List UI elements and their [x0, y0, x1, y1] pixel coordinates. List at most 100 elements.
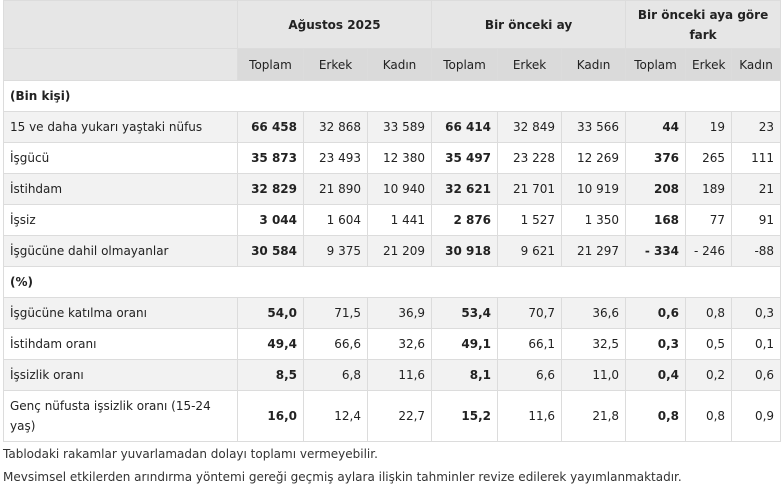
table-row: İşsizlik oranı 8,5 6,8 11,6 8,1 6,6 11,0 0,4 0,2…	[3, 359, 782, 391]
value-cell: 6,8	[303, 359, 368, 391]
value-cell: 1 527	[497, 204, 563, 236]
value-cell: 12 269	[561, 142, 627, 174]
value-cell: 0,8	[685, 390, 733, 442]
value-cell: 0,9	[731, 390, 782, 442]
value-cell: 32,5	[561, 328, 627, 360]
value-cell: 0,1	[731, 328, 782, 360]
table-row: İstihdam oranı 49,4 66,6 32,6 49,1 66,1 32,5 0,…	[3, 328, 782, 360]
row-label: 15 ve daha yukarı yaştaki nüfus	[3, 111, 238, 143]
table-row: İstihdam 32 829 21 890 10 940 32 621 21 701 10…	[3, 173, 782, 205]
value-cell: 32 849	[497, 111, 563, 143]
row-label: İşgücü	[3, 142, 238, 174]
value-cell: 66,6	[303, 328, 368, 360]
header-subcol: Toplam	[237, 48, 304, 81]
value-cell: 8,5	[237, 359, 304, 391]
value-cell: 49,1	[431, 328, 499, 360]
value-cell: 33 566	[561, 111, 627, 143]
header-group-row: Ağustos 2025 Bir önceki ay Bir önceki aya …	[3, 0, 782, 49]
value-cell: 0,8	[685, 297, 733, 329]
value-cell: 32 868	[303, 111, 368, 143]
value-cell: 44	[625, 111, 687, 143]
value-cell: 0,3	[731, 297, 782, 329]
footnote-rounding: Tablodaki rakamlar yuvarlamadan dolayı t…	[3, 447, 378, 461]
value-cell: 35 873	[237, 142, 304, 174]
value-cell: 23 493	[303, 142, 368, 174]
value-cell: 11,6	[366, 359, 433, 391]
header-empty-cell	[3, 48, 238, 81]
value-cell: 1 441	[366, 204, 433, 236]
header-subcol: Erkek	[497, 48, 563, 81]
table-body: (Bin kişi) 15 ve daha yukarı yaştaki nüfu…	[2, 80, 782, 442]
value-cell: 11,6	[497, 390, 563, 442]
header-group: Bir önceki aya göre fark	[625, 0, 782, 49]
value-cell: 32,6	[366, 328, 433, 360]
value-cell: 49,4	[237, 328, 304, 360]
value-cell: 30 584	[237, 235, 304, 267]
value-cell: 3 044	[237, 204, 304, 236]
value-cell: 30 918	[431, 235, 499, 267]
value-cell: 36,9	[366, 297, 433, 329]
value-cell: 19	[685, 111, 733, 143]
value-cell: 0,8	[625, 390, 687, 442]
value-cell: 208	[625, 173, 687, 205]
header-subcol: Toplam	[625, 48, 687, 81]
row-label: İşgücüne katılma oranı	[3, 297, 238, 329]
value-cell: 32 829	[237, 173, 304, 205]
labour-force-table: Ağustos 2025 Bir önceki ay Bir önceki aya …	[2, 0, 782, 442]
value-cell: 9 375	[303, 235, 368, 267]
row-label: İşgücüne dahil olmayanlar	[3, 235, 238, 267]
value-cell: 66 458	[237, 111, 304, 143]
header-subcol: Erkek	[303, 48, 368, 81]
value-cell: 168	[625, 204, 687, 236]
value-cell: 35 497	[431, 142, 499, 174]
value-cell: 21 209	[366, 235, 433, 267]
value-cell: 0,4	[625, 359, 687, 391]
value-cell: 0,5	[685, 328, 733, 360]
value-cell: 22,7	[366, 390, 433, 442]
table-row: 15 ve daha yukarı yaştaki nüfus 66 458 32 …	[3, 111, 782, 143]
value-cell: 21,8	[561, 390, 627, 442]
header-subcol: Erkek	[685, 48, 733, 81]
row-label: İstihdam	[3, 173, 238, 205]
value-cell: - 334	[625, 235, 687, 267]
header-empty-cell	[3, 0, 238, 49]
table-row: İşgücü 35 873 23 493 12 380 35 497 23 228 12 2…	[3, 142, 782, 174]
value-cell: 32 621	[431, 173, 499, 205]
header-subcol: Kadın	[366, 48, 433, 81]
footnote-seasonal: Mevsimsel etkilerden arındırma yöntemi g…	[3, 470, 682, 484]
value-cell: 16,0	[237, 390, 304, 442]
table-row: İşsiz 3 044 1 604 1 441 2 876 1 527 1 350 168 77…	[3, 204, 782, 236]
value-cell: 0,6	[625, 297, 687, 329]
value-cell: 23	[731, 111, 782, 143]
row-label: İşsiz	[3, 204, 238, 236]
section-row: (Bin kişi)	[2, 80, 782, 112]
section-title: (%)	[2, 266, 782, 298]
value-cell: 21 297	[561, 235, 627, 267]
row-label: İstihdam oranı	[3, 328, 238, 360]
header-subcol: Toplam	[431, 48, 499, 81]
value-cell: 23 228	[497, 142, 563, 174]
header-subcol: Kadın	[731, 48, 782, 81]
value-cell: 265	[685, 142, 733, 174]
value-cell: 77	[685, 204, 733, 236]
value-cell: 11,0	[561, 359, 627, 391]
table-row: İşgücüne katılma oranı 54,0 71,5 36,9 53,4 70…	[3, 297, 782, 329]
value-cell: 12 380	[366, 142, 433, 174]
header-subcol: Kadın	[561, 48, 627, 81]
value-cell: 6,6	[497, 359, 563, 391]
table-row: İşgücüne dahil olmayanlar 30 584 9 375 21 2…	[3, 235, 782, 267]
value-cell: 1 350	[561, 204, 627, 236]
value-cell: 21	[731, 173, 782, 205]
value-cell: 9 621	[497, 235, 563, 267]
value-cell: 2 876	[431, 204, 499, 236]
header-group: Bir önceki ay	[431, 0, 627, 49]
value-cell: 54,0	[237, 297, 304, 329]
header-group: Ağustos 2025	[236, 0, 433, 49]
value-cell: 376	[625, 142, 687, 174]
row-label: İşsizlik oranı	[3, 359, 238, 391]
table-header: Ağustos 2025 Bir önceki ay Bir önceki aya …	[3, 0, 782, 81]
value-cell: 71,5	[303, 297, 368, 329]
value-cell: 189	[685, 173, 733, 205]
value-cell: 91	[731, 204, 782, 236]
section-row: (%)	[2, 266, 782, 298]
